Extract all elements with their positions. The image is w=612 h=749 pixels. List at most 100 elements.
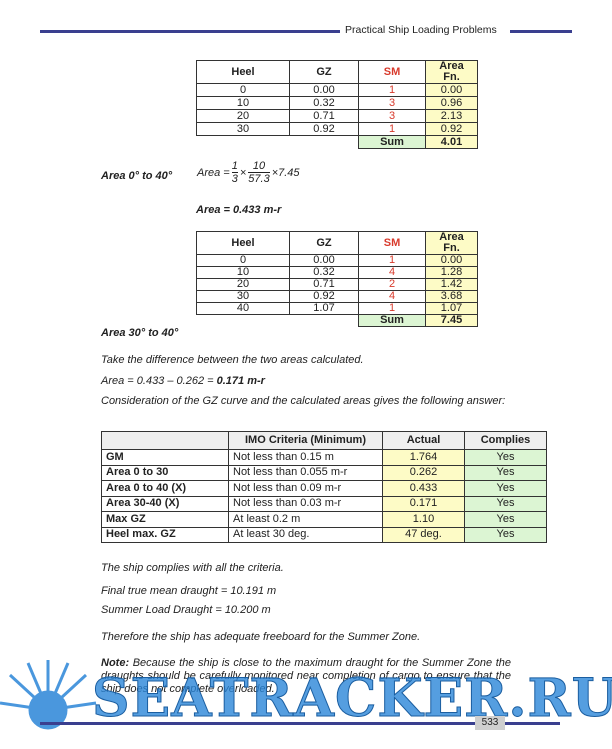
note: Note: Because the ship is close to the m… — [101, 657, 511, 696]
sum-cell: Sum — [358, 135, 426, 149]
footer-rule — [40, 722, 560, 725]
calc-line: Area = 0.433 – 0.262 = 0.171 m-r — [101, 375, 265, 387]
cell: 10 — [196, 96, 290, 110]
text: Area = — [197, 166, 230, 179]
sum-row: Sum 4.01 — [197, 135, 478, 149]
cell: 40 — [196, 302, 290, 315]
cell: 0.92 — [425, 122, 478, 136]
header-cell: Heel — [196, 60, 290, 84]
row: 0 0.00 1 0.00 — [196, 83, 478, 97]
text: Take the difference between the two area… — [101, 354, 364, 366]
cell: 0 — [196, 83, 290, 97]
cell: 30 — [196, 122, 290, 136]
sum-row: Sum 7.45 — [197, 314, 478, 327]
row: 20 0.71 2 1.42 — [196, 278, 478, 291]
cell: Yes — [464, 511, 547, 528]
header-cell: GZ — [289, 60, 359, 84]
cell: 1 — [358, 254, 426, 267]
cell: 0.00 — [425, 83, 478, 97]
cell: 3 — [358, 109, 426, 123]
row: 10 0.32 3 0.96 — [196, 96, 478, 110]
cell: 2 — [358, 278, 426, 291]
text-line: The ship complies with all the criteria. — [101, 562, 284, 574]
note-label: Note: — [101, 657, 130, 669]
cell — [197, 315, 359, 327]
row: Heel max. GZ At least 30 deg. 47 deg. Yes — [101, 526, 547, 543]
watermark-logo — [0, 660, 97, 730]
cell: 47 deg. — [382, 526, 465, 543]
cell: 0.92 — [289, 122, 359, 136]
header-row: IMO Criteria (Minimum) Actual Complies — [101, 431, 547, 450]
note-text: Because the ship is close to the maximum… — [101, 657, 511, 695]
cell: 2.13 — [425, 109, 478, 123]
cell: 4 — [358, 266, 426, 279]
cell: Not less than 0.055 m-r — [228, 464, 383, 481]
text: × — [239, 166, 247, 179]
cell: 1 — [358, 122, 426, 136]
cell: 1 — [358, 302, 426, 315]
cell: 20 — [196, 109, 290, 123]
cell: Yes — [464, 480, 547, 497]
text-line: Summer Load Draught = 10.200 m — [101, 604, 271, 616]
numerator: 1 — [231, 160, 238, 173]
result: 0.171 m-r — [216, 375, 265, 387]
header-cell: GZ — [289, 231, 359, 255]
cell: 1.07 — [289, 302, 359, 315]
cell: 0.171 — [382, 495, 465, 512]
cell: 0.00 — [289, 83, 359, 97]
header-row: Heel GZ SM Area Fn. — [196, 60, 478, 84]
cell: Yes — [464, 495, 547, 512]
cell: Not less than 0.09 m-r — [228, 480, 383, 497]
header-cell — [101, 431, 229, 450]
cell: 20 — [196, 278, 290, 291]
header-cell: Heel — [196, 231, 290, 255]
row: Area 30-40 (X) Not less than 0.03 m-r 0.17… — [101, 495, 547, 512]
header-cell: SM — [358, 60, 426, 84]
watermark: SEATRACKER.RU — [91, 668, 612, 730]
row: Area 0 to 30 Not less than 0.055 m-r 0.262… — [101, 464, 547, 481]
cell: 0.32 — [289, 266, 359, 279]
row: 10 0.32 4 1.28 — [196, 266, 478, 279]
calc-label: Area 0° to 40° — [101, 170, 173, 182]
cell: Area 30-40 (X) — [101, 495, 229, 512]
cell: 0.433 — [382, 480, 465, 497]
cell: 0.00 — [425, 254, 478, 267]
denominator: 3 — [231, 173, 238, 185]
text-line: Final true mean draught = 10.191 m — [101, 585, 277, 597]
table: Heel GZ SM Area Fn. 0 0.00 1 0.00 10 0.32 4 1.28 20 0… — [196, 231, 478, 327]
header-cell: Area Fn. — [425, 60, 478, 84]
cell: Yes — [464, 464, 547, 481]
denominator: 57.3 — [248, 173, 270, 185]
sum-cell: Sum — [358, 314, 426, 327]
cell: 1.28 — [425, 266, 478, 279]
header-title: Practical Ship Loading Problems — [345, 24, 497, 36]
text: ×7.45 — [271, 166, 300, 179]
cell: 1 — [358, 83, 426, 97]
header-cell: SM — [358, 231, 426, 255]
cell: Yes — [464, 449, 547, 466]
numerator: 10 — [248, 160, 270, 173]
cell: 0.32 — [289, 96, 359, 110]
header-cell: IMO Criteria (Minimum) — [228, 431, 383, 450]
row: 20 0.71 3 2.13 — [196, 109, 478, 123]
cell: 4 — [358, 290, 426, 303]
header-row: Heel GZ SM Area Fn. — [196, 231, 478, 255]
row: 40 1.07 1 1.07 — [196, 302, 478, 315]
header-cell: Actual — [382, 431, 465, 450]
cell: Yes — [464, 526, 547, 543]
cell — [197, 136, 359, 149]
header-rule — [40, 30, 340, 33]
paragraph: Consideration of the GZ curve and the ca… — [101, 395, 506, 407]
cell: Area 0 to 40 (X) — [101, 480, 229, 497]
row: 30 0.92 4 3.68 — [196, 290, 478, 303]
cell: 0.71 — [289, 109, 359, 123]
cell: Not less than 0.03 m-r — [228, 495, 383, 512]
cell: 10 — [196, 266, 290, 279]
header-cell: Complies — [464, 431, 547, 450]
section-title: Area 30° to 40° — [101, 327, 179, 339]
fraction: 10 57.3 — [248, 160, 270, 185]
sum-cell: 7.45 — [425, 314, 478, 327]
text-line: Therefore the ship has adequate freeboar… — [101, 631, 421, 643]
